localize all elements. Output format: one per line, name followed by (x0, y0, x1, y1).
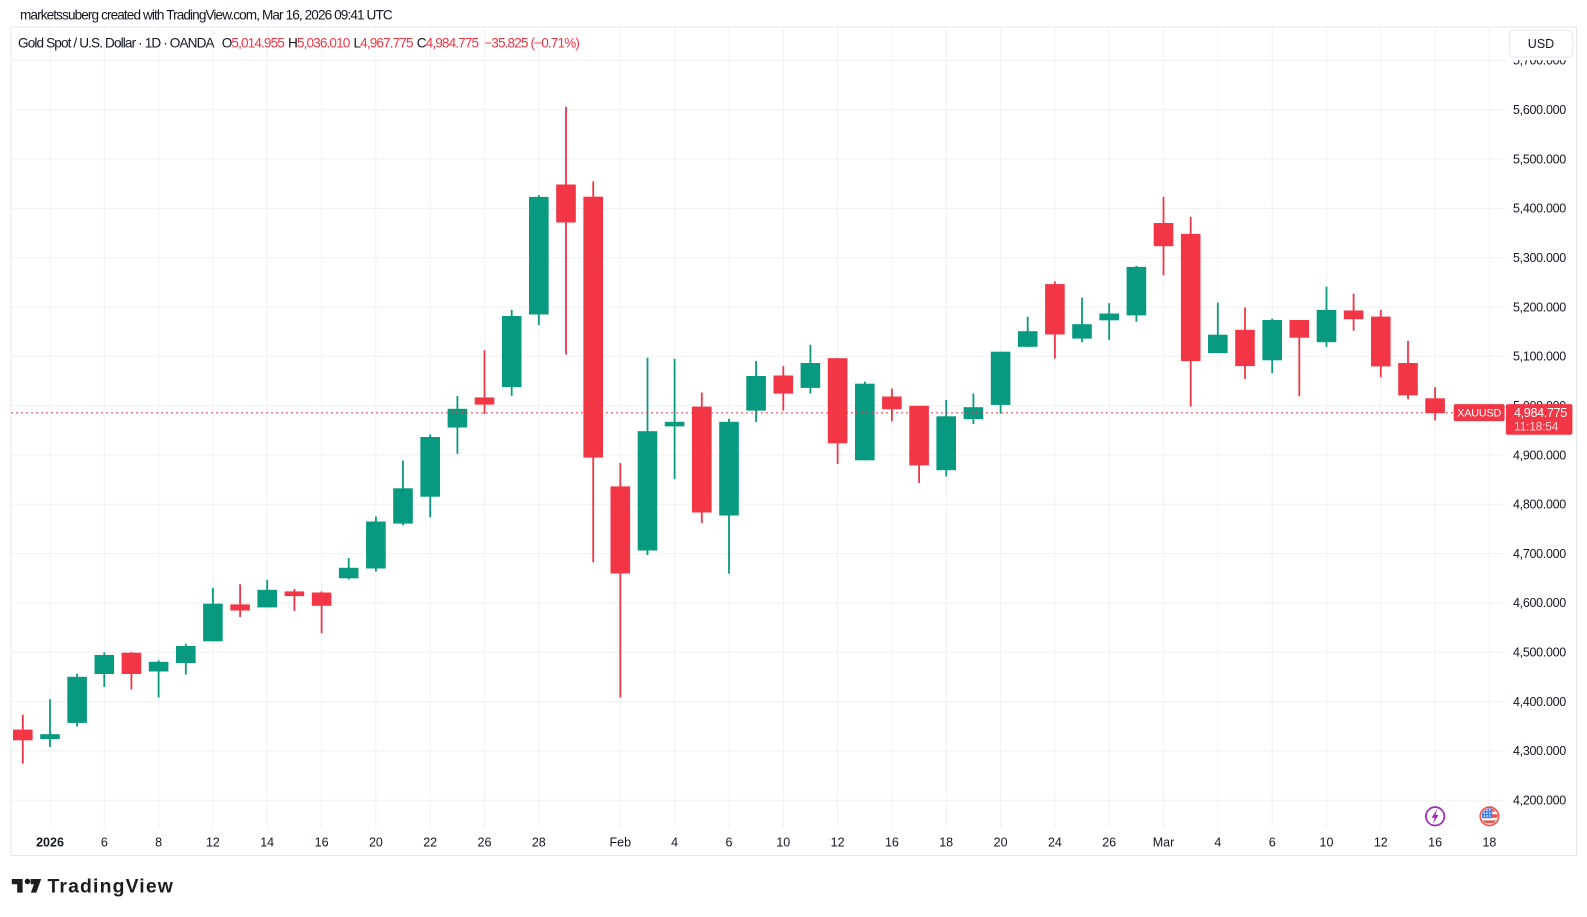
svg-text:5,500.000: 5,500.000 (1513, 152, 1566, 166)
svg-text:18: 18 (1482, 836, 1496, 850)
svg-text:4,300.000: 4,300.000 (1513, 744, 1566, 758)
svg-text:10: 10 (1320, 836, 1334, 850)
svg-text:14: 14 (260, 836, 274, 850)
svg-text:16: 16 (885, 836, 899, 850)
svg-text:4,600.000: 4,600.000 (1513, 596, 1566, 610)
svg-text:USD: USD (1528, 37, 1554, 51)
svg-text:12: 12 (1374, 836, 1388, 850)
svg-text:TradingView: TradingView (48, 876, 175, 898)
svg-text:Feb: Feb (610, 836, 632, 850)
svg-text:marketssuberg created with Tra: marketssuberg created with TradingView.c… (20, 8, 393, 23)
svg-text:26: 26 (478, 836, 492, 850)
svg-text:18: 18 (939, 836, 953, 850)
svg-text:8: 8 (155, 836, 162, 850)
svg-text:4,900.000: 4,900.000 (1513, 448, 1566, 462)
svg-text:12: 12 (831, 836, 845, 850)
svg-text:5,300.000: 5,300.000 (1513, 251, 1566, 265)
svg-text:5,200.000: 5,200.000 (1513, 300, 1566, 314)
svg-text:12: 12 (206, 836, 220, 850)
svg-text:5,600.000: 5,600.000 (1513, 103, 1566, 117)
svg-text:5,700.000: 5,700.000 (1513, 54, 1566, 68)
svg-text:28: 28 (532, 836, 546, 850)
svg-text:5,100.000: 5,100.000 (1513, 350, 1566, 364)
svg-text:20: 20 (994, 836, 1008, 850)
svg-text:4: 4 (671, 836, 678, 850)
svg-text:22: 22 (423, 836, 437, 850)
svg-text:4,984.775: 4,984.775 (1514, 406, 1567, 420)
svg-text:16: 16 (315, 836, 329, 850)
svg-text:26: 26 (1102, 836, 1116, 850)
svg-text:24: 24 (1048, 836, 1062, 850)
svg-text:4,700.000: 4,700.000 (1513, 547, 1566, 561)
svg-text:6: 6 (101, 836, 108, 850)
svg-text:10: 10 (776, 836, 790, 850)
svg-text:20: 20 (369, 836, 383, 850)
svg-text:4,500.000: 4,500.000 (1513, 646, 1566, 660)
svg-text:6: 6 (1269, 836, 1276, 850)
svg-text:4,400.000: 4,400.000 (1513, 695, 1566, 709)
svg-text:2026: 2026 (36, 836, 64, 850)
svg-text:11:18:54: 11:18:54 (1514, 420, 1559, 434)
svg-text:5,400.000: 5,400.000 (1513, 202, 1566, 216)
svg-text:6: 6 (726, 836, 733, 850)
svg-text:Gold Spot / U.S. Dollar · 1D ·: Gold Spot / U.S. Dollar · 1D · OANDA O5,0… (18, 35, 579, 50)
svg-text:4: 4 (1214, 836, 1221, 850)
svg-text:Mar: Mar (1153, 836, 1175, 850)
svg-text:XAUUSD: XAUUSD (1457, 407, 1501, 419)
svg-text:4,800.000: 4,800.000 (1513, 498, 1566, 512)
svg-text:16: 16 (1428, 836, 1442, 850)
svg-text:4,200.000: 4,200.000 (1513, 794, 1566, 808)
